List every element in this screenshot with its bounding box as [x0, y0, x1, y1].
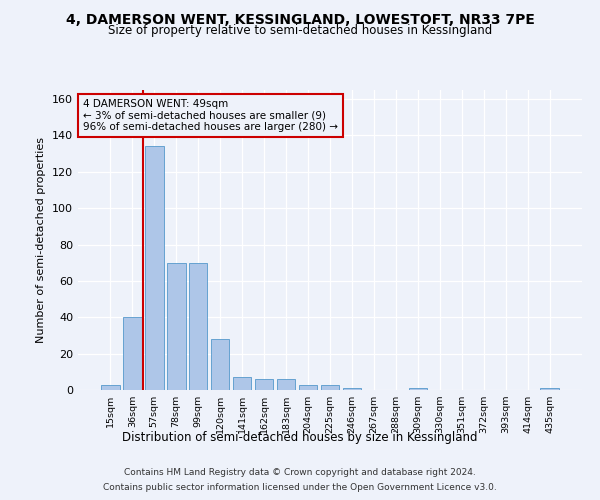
Bar [320, 384, 340, 390]
Bar [409, 388, 427, 390]
Bar [233, 378, 251, 390]
Bar [167, 262, 185, 390]
Bar [299, 384, 317, 390]
Bar [541, 388, 559, 390]
Text: Contains public sector information licensed under the Open Government Licence v3: Contains public sector information licen… [103, 483, 497, 492]
Text: 4 DAMERSON WENT: 49sqm
← 3% of semi-detached houses are smaller (9)
96% of semi-: 4 DAMERSON WENT: 49sqm ← 3% of semi-deta… [83, 99, 338, 132]
Bar [123, 318, 142, 390]
Bar [343, 388, 361, 390]
Bar [211, 339, 229, 390]
Text: 4, DAMERSON WENT, KESSINGLAND, LOWESTOFT, NR33 7PE: 4, DAMERSON WENT, KESSINGLAND, LOWESTOFT… [65, 12, 535, 26]
Y-axis label: Number of semi-detached properties: Number of semi-detached properties [37, 137, 46, 343]
Bar [255, 379, 274, 390]
Text: Size of property relative to semi-detached houses in Kessingland: Size of property relative to semi-detach… [108, 24, 492, 37]
Bar [277, 379, 295, 390]
Bar [189, 262, 208, 390]
Text: Distribution of semi-detached houses by size in Kessingland: Distribution of semi-detached houses by … [122, 431, 478, 444]
Text: Contains HM Land Registry data © Crown copyright and database right 2024.: Contains HM Land Registry data © Crown c… [124, 468, 476, 477]
Bar [145, 146, 164, 390]
Bar [101, 384, 119, 390]
